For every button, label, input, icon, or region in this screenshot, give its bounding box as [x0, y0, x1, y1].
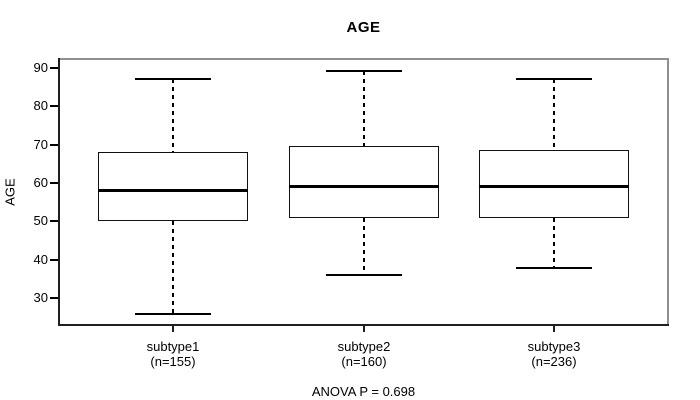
lower-whisker-cap — [326, 274, 402, 277]
y-tick-label: 90 — [33, 59, 48, 75]
y-tick-label: 40 — [33, 251, 48, 267]
median-line — [98, 189, 248, 193]
y-tick-label: 80 — [33, 98, 48, 114]
y-axis-line — [58, 58, 60, 326]
upper-whisker-cap — [326, 70, 402, 73]
upper-whisker-cap — [135, 78, 211, 81]
upper-whisker — [172, 79, 174, 153]
lower-whisker — [172, 221, 174, 314]
x-category-count: (n=160) — [341, 354, 387, 369]
x-category-count: (n=236) — [531, 354, 577, 369]
lower-whisker — [553, 217, 555, 268]
plot-frame-right — [667, 58, 669, 326]
upper-whisker-cap — [516, 78, 592, 81]
lower-whisker-cap — [135, 312, 211, 315]
y-tick-label: 30 — [33, 290, 48, 306]
y-tick-mark — [50, 220, 58, 223]
x-tick-mark — [553, 326, 555, 332]
y-tick-mark — [50, 258, 58, 261]
y-tick-label: 50 — [33, 213, 48, 229]
x-category-label: subtype3 (n=236) — [479, 339, 629, 369]
upper-whisker — [363, 71, 365, 147]
y-tick-mark — [50, 143, 58, 146]
x-category-name: subtype2 — [337, 339, 391, 354]
chart-title: AGE — [346, 19, 381, 36]
x-category-count: (n=155) — [150, 354, 196, 369]
y-tick-mark — [50, 105, 58, 108]
iqr-box — [479, 150, 629, 218]
y-tick-label: 60 — [33, 174, 48, 190]
y-tick-label: 70 — [33, 136, 48, 152]
x-category-label: subtype1 (n=155) — [98, 339, 248, 369]
iqr-box — [289, 146, 439, 218]
plot-frame-top — [58, 58, 669, 60]
median-line — [289, 185, 439, 189]
median-line — [479, 185, 629, 189]
y-tick-mark — [50, 66, 58, 69]
anova-note: ANOVA P = 0.698 — [311, 384, 416, 399]
y-tick-mark — [50, 297, 58, 300]
plot-area: 30 40 50 60 70 80 90 subtype1 (n=155) subtype2 (n=… — [34, 58, 669, 369]
upper-whisker — [553, 79, 555, 151]
x-category-label: subtype2 (n=160) — [289, 339, 439, 369]
lower-whisker — [363, 217, 365, 276]
x-category-name: subtype1 — [146, 339, 200, 354]
iqr-box — [98, 152, 248, 222]
y-tick-mark — [50, 181, 58, 184]
x-axis-line — [58, 324, 669, 326]
x-category-name: subtype3 — [527, 339, 581, 354]
lower-whisker-cap — [516, 266, 592, 269]
x-tick-mark — [363, 326, 365, 332]
x-tick-mark — [172, 326, 174, 332]
